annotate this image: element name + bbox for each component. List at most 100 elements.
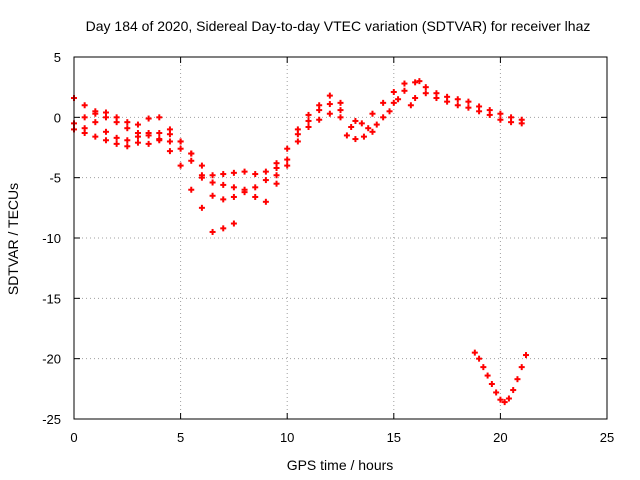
data-point <box>156 114 163 121</box>
data-point <box>337 114 344 121</box>
data-point <box>81 102 88 109</box>
data-point <box>230 184 237 191</box>
data-point <box>177 162 184 169</box>
y-tick-label: 5 <box>54 50 61 65</box>
data-point <box>352 136 359 143</box>
data-point <box>316 116 323 123</box>
series-trace-h <box>471 349 529 406</box>
data-point <box>145 140 152 147</box>
data-point <box>380 114 387 121</box>
data-point <box>316 107 323 114</box>
data-point <box>407 102 414 109</box>
data-point <box>209 228 216 235</box>
data-point <box>177 145 184 152</box>
data-point <box>510 387 517 394</box>
data-point <box>337 99 344 106</box>
x-tick-label: 5 <box>177 430 184 445</box>
data-point <box>273 160 280 167</box>
data-point <box>326 101 333 108</box>
data-point <box>358 120 365 127</box>
data-point <box>134 121 141 128</box>
data-point <box>480 364 487 371</box>
data-point <box>92 110 99 117</box>
data-point <box>348 123 355 130</box>
data-point <box>369 128 376 135</box>
data-point <box>365 125 372 132</box>
data-point <box>220 181 227 188</box>
data-point <box>124 125 131 132</box>
x-axis-label: GPS time / hours <box>287 457 394 473</box>
data-point <box>501 399 508 406</box>
data-point <box>422 90 429 97</box>
data-point <box>145 115 152 122</box>
data-point <box>514 376 521 383</box>
data-point <box>220 171 227 178</box>
data-point <box>395 96 402 103</box>
data-point <box>352 117 359 124</box>
y-axis-label: SDTVAR / TECUs <box>5 183 21 295</box>
data-point <box>220 225 227 232</box>
data-point <box>454 102 461 109</box>
data-point <box>465 104 472 111</box>
data-point <box>401 87 408 94</box>
data-point <box>508 119 515 126</box>
data-point <box>390 99 397 106</box>
x-tick-label: 25 <box>600 430 614 445</box>
data-point <box>380 99 387 106</box>
data-point <box>497 116 504 123</box>
series-trace-g <box>416 78 525 127</box>
data-point <box>156 130 163 137</box>
data-point <box>522 352 529 359</box>
data-point <box>81 114 88 121</box>
data-point <box>493 389 500 396</box>
data-point <box>412 95 419 102</box>
x-tick-label: 10 <box>280 430 294 445</box>
data-point <box>92 133 99 140</box>
data-point <box>273 180 280 187</box>
data-point <box>343 132 350 139</box>
data-point <box>305 123 312 130</box>
data-point <box>488 381 495 388</box>
data-point <box>505 395 512 402</box>
data-point <box>518 364 525 371</box>
data-point <box>145 130 152 137</box>
data-point <box>166 138 173 145</box>
y-tick-label: -25 <box>42 412 61 427</box>
data-point <box>81 125 88 132</box>
data-point <box>166 148 173 155</box>
data-point <box>390 88 397 95</box>
data-point <box>273 172 280 179</box>
data-point <box>360 133 367 140</box>
x-tick-label: 20 <box>493 430 507 445</box>
data-point <box>252 171 259 178</box>
data-point <box>454 96 461 103</box>
data-point <box>241 168 248 175</box>
x-axis-ticks: 0 5 10 15 20 25 <box>70 57 614 445</box>
data-point <box>369 110 376 117</box>
data-point <box>102 128 109 135</box>
data-point <box>465 98 472 105</box>
data-point <box>166 126 173 133</box>
data-point <box>476 108 483 115</box>
data-point <box>209 172 216 179</box>
data-point <box>188 157 195 164</box>
x-tick-label: 15 <box>387 430 401 445</box>
data-point <box>102 137 109 144</box>
data-point <box>177 138 184 145</box>
data-point <box>373 121 380 128</box>
data-point <box>497 396 504 403</box>
data-point <box>262 198 269 205</box>
data-point <box>113 134 120 141</box>
data-point <box>386 108 393 115</box>
data-point <box>92 119 99 126</box>
data-point <box>497 110 504 117</box>
data-point <box>284 156 291 163</box>
data-point <box>337 107 344 114</box>
series-trace-f <box>343 79 419 143</box>
data-point <box>102 109 109 116</box>
data-point <box>326 110 333 117</box>
y-tick-label: -15 <box>42 291 61 306</box>
data-point <box>444 98 451 105</box>
data-point <box>198 204 205 211</box>
